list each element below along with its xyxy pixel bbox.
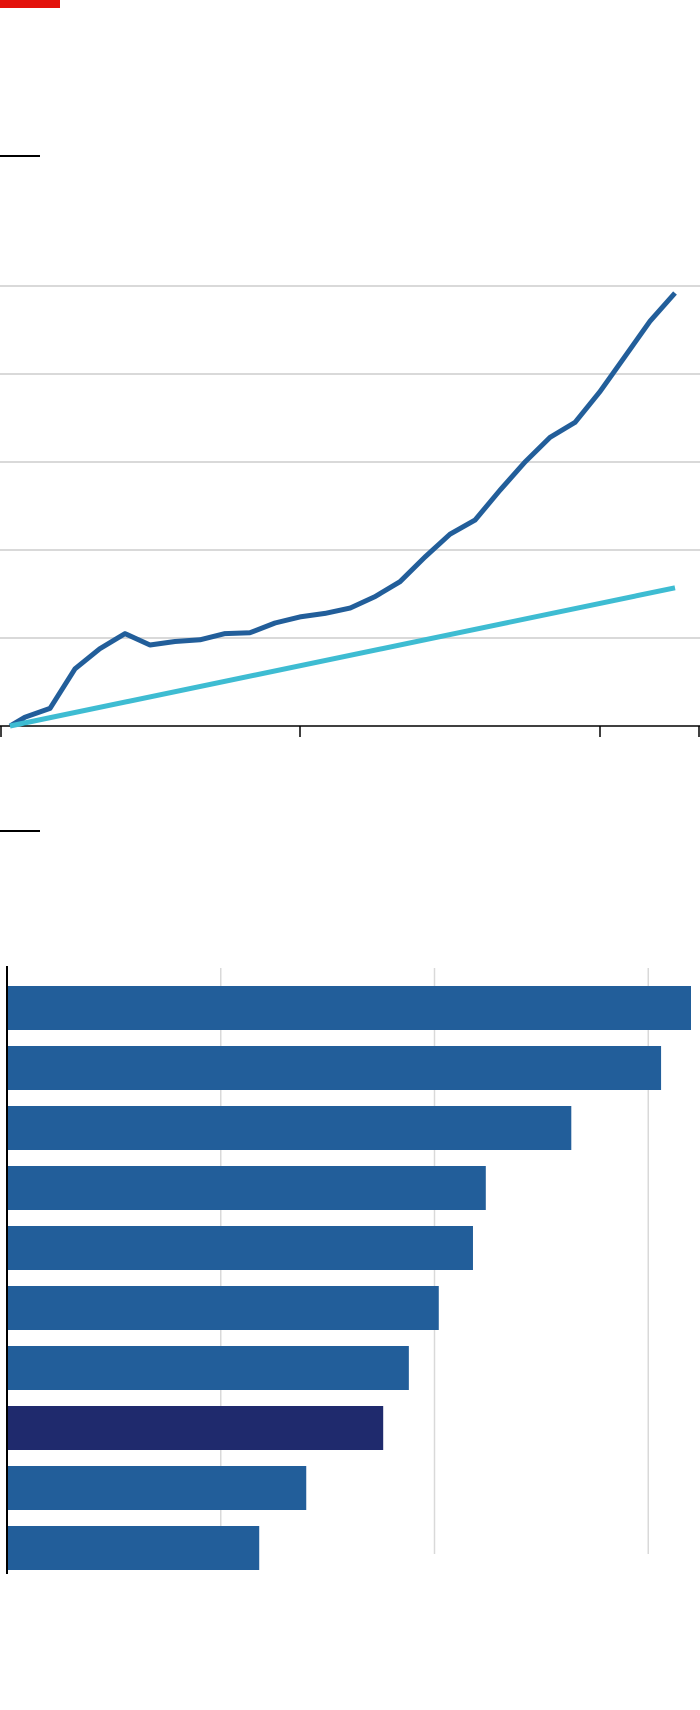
bar — [7, 1106, 572, 1150]
brand-accent-bar — [0, 0, 60, 8]
line-series-reference — [9, 585, 676, 729]
line-series-primary — [8, 291, 677, 729]
bar — [7, 1526, 260, 1570]
bar-chart — [6, 966, 691, 1574]
bar — [7, 1046, 662, 1090]
bar — [7, 1226, 473, 1270]
line-chart — [0, 285, 700, 737]
section-rule-line-chart — [0, 155, 40, 157]
bar — [7, 1466, 307, 1510]
bar — [7, 986, 691, 1030]
bar — [7, 1286, 439, 1330]
section-rule-bar-chart — [0, 830, 40, 832]
bar — [7, 1166, 486, 1210]
bar-highlight — [7, 1406, 384, 1450]
bar — [7, 1346, 409, 1390]
